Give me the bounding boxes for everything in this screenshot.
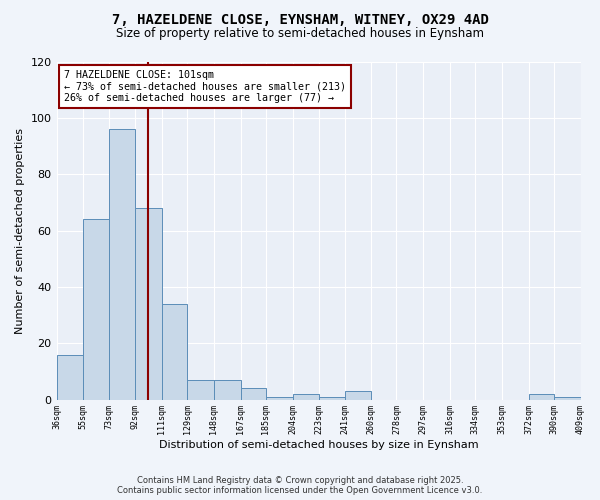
Text: 7, HAZELDENE CLOSE, EYNSHAM, WITNEY, OX29 4AD: 7, HAZELDENE CLOSE, EYNSHAM, WITNEY, OX2… [112,12,488,26]
Bar [187,380,214,400]
Bar [293,394,319,400]
Bar [344,391,371,400]
Bar [135,208,162,400]
Bar [554,397,581,400]
Text: 7 HAZELDENE CLOSE: 101sqm
← 73% of semi-detached houses are smaller (213)
26% of: 7 HAZELDENE CLOSE: 101sqm ← 73% of semi-… [64,70,346,103]
Bar [241,388,266,400]
Bar [109,129,135,400]
X-axis label: Distribution of semi-detached houses by size in Eynsham: Distribution of semi-detached houses by … [159,440,478,450]
Bar [266,397,293,400]
Bar [56,354,83,400]
Text: Size of property relative to semi-detached houses in Eynsham: Size of property relative to semi-detach… [116,28,484,40]
Bar [214,380,241,400]
Bar [162,304,187,400]
Y-axis label: Number of semi-detached properties: Number of semi-detached properties [15,128,25,334]
Bar [319,397,344,400]
Text: Contains HM Land Registry data © Crown copyright and database right 2025.
Contai: Contains HM Land Registry data © Crown c… [118,476,482,495]
Bar [529,394,554,400]
Bar [83,220,109,400]
